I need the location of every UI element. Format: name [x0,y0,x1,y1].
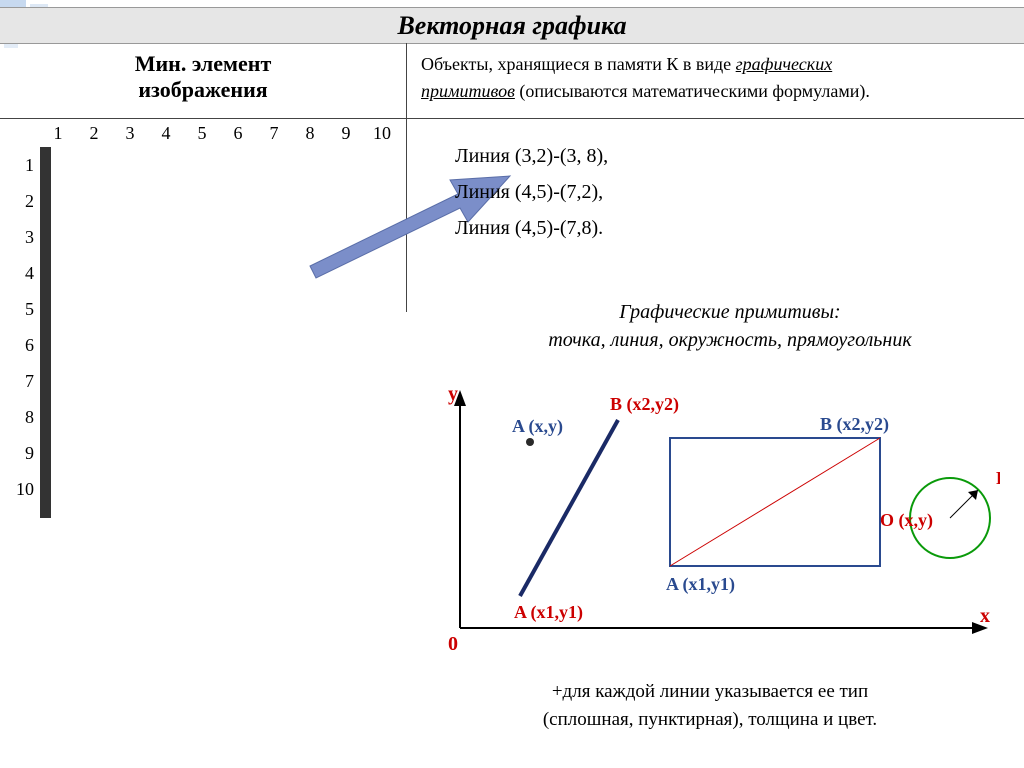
svg-text:A (x1,y1): A (x1,y1) [666,574,735,595]
primitives-caption: Графические примитивы: точка, линия, окр… [480,298,980,354]
header-row: Мин. элемент изображения Объекты, хранящ… [0,43,1024,119]
svg-text:A (x,y): A (x,y) [512,416,563,437]
footer-note: +для каждой линии указывается ее тип (сп… [420,678,1000,733]
header-left-line1: Мин. элемент [135,51,272,76]
lines-description: Линия (3,2)-(3, 8), Линия (4,5)-(7,2), Л… [455,138,608,246]
svg-text:0: 0 [448,633,458,655]
svg-text:B (x2,y2): B (x2,y2) [820,414,889,435]
pixel-grid [40,147,51,518]
svg-text:A (x1,y1): A (x1,y1) [514,602,583,623]
svg-text:R: R [996,468,1000,488]
header-left-line2: изображения [138,77,267,102]
page-title: Векторная графика [0,7,1024,44]
header-right: Объекты, хранящиеся в памяти К в виде гр… [407,43,1024,118]
line-spec-2: Линия (4,5)-(7,2), [455,174,608,210]
svg-text:y: y [448,383,458,405]
line-spec-1: Линия (3,2)-(3, 8), [455,138,608,174]
link-primitives: примитивов [421,81,515,101]
svg-text:B (x2,y2): B (x2,y2) [610,394,679,415]
svg-text:O (x,y): O (x,y) [880,510,933,531]
header-left: Мин. элемент изображения [0,43,407,118]
geometry-panel: y x 0 A (x,y) A (x1,y1) B (x2,y2) A (x1,… [420,378,1000,668]
line-spec-3: Линия (4,5)-(7,8). [455,210,608,246]
link-graphical: графических [736,54,833,74]
svg-text:x: x [980,605,990,627]
main-area: 12345678910 12345678910 Линия (3,2)-(3, … [0,118,1024,768]
